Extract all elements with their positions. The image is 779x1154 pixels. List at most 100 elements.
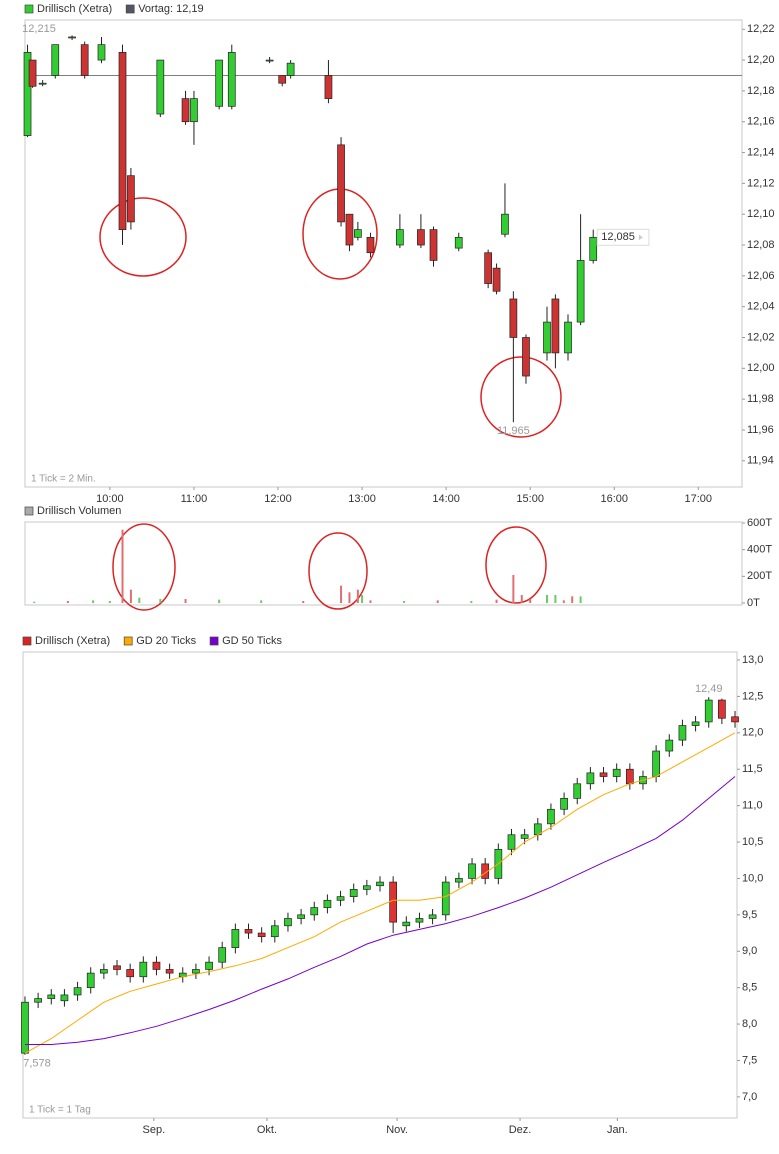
y-tick-label: 11,98 <box>747 393 774 405</box>
candle-body <box>349 889 358 898</box>
volume-bar <box>33 601 36 603</box>
candle-body <box>28 59 37 87</box>
legend-label: GD 20 Ticks <box>136 635 196 647</box>
volume-bar <box>121 529 124 603</box>
candle-body <box>501 213 509 235</box>
candle-body <box>402 921 411 927</box>
candle-body <box>284 918 292 927</box>
candle-body <box>190 98 198 123</box>
x-tick-label: 16:00 <box>600 493 628 505</box>
candle-body <box>244 929 253 934</box>
candle-body <box>337 144 345 223</box>
volume-bar <box>369 600 372 603</box>
x-tick-label: Dez. <box>509 1124 532 1136</box>
price-tag: 12,085 <box>601 231 635 243</box>
legend-label: Vortag: 12,19 <box>138 3 203 15</box>
y-tick-label: 7,5 <box>742 1054 757 1066</box>
candle-body <box>80 44 89 76</box>
x-tick-label: 11:00 <box>181 493 208 505</box>
y-tick-label: 12,08 <box>747 239 775 251</box>
volume-bar <box>340 585 343 603</box>
candle-body <box>560 798 568 810</box>
volume-bar <box>554 595 557 603</box>
y-tick-label: 12,16 <box>747 116 775 128</box>
candle-body <box>547 808 555 825</box>
y-tick-label: 600T <box>747 517 772 529</box>
y-tick-label: 12,20 <box>747 54 775 66</box>
price-tag-box <box>596 228 650 246</box>
candle-body <box>691 721 700 726</box>
annotation: 12,49 <box>695 683 723 695</box>
volume-bar <box>495 599 498 603</box>
x-tick-label: 10:00 <box>96 493 124 505</box>
y-tick-label: 12,04 <box>747 301 775 313</box>
candle-body <box>265 59 274 62</box>
candle-body <box>376 881 384 887</box>
highlight-circles <box>99 188 562 611</box>
candle-body <box>509 298 518 338</box>
candle-body <box>492 267 501 292</box>
candle-body <box>156 59 165 115</box>
volume-bar <box>436 600 439 603</box>
volume-bar <box>579 596 582 603</box>
price-frame <box>24 19 743 488</box>
legend-label: GD 50 Ticks <box>222 635 282 647</box>
y-tick-label: 12,18 <box>747 85 775 97</box>
volume-bar <box>356 589 359 603</box>
candle-body <box>366 236 375 254</box>
candle-body <box>113 965 121 970</box>
candle-body <box>21 1001 29 1054</box>
candle-body <box>599 772 608 777</box>
annotation: 12,215 <box>22 23 56 35</box>
volume-bar <box>545 595 548 603</box>
candle-body <box>731 716 739 723</box>
y-tick-label: 0T <box>747 597 760 609</box>
candle-body <box>354 229 362 238</box>
volume-bar <box>184 599 187 603</box>
candle-body <box>652 750 660 777</box>
highlight-circle <box>308 532 368 610</box>
volume-frame <box>24 521 743 606</box>
candle-body <box>704 699 713 723</box>
candle-body <box>389 881 397 923</box>
candle-body <box>192 969 200 974</box>
y-tick-label: 12,02 <box>747 331 775 343</box>
candle-body <box>215 59 224 107</box>
y-tick-label: 9,5 <box>742 909 757 921</box>
volume-bar <box>129 589 132 603</box>
volume-bar <box>218 599 221 603</box>
y-tick-label: 11,5 <box>742 763 763 775</box>
candle-body <box>417 229 425 246</box>
candle-body <box>396 229 404 246</box>
candle-body <box>118 52 127 230</box>
volume-bar <box>571 596 574 603</box>
y-tick-label: 11,96 <box>747 424 774 436</box>
ma-line <box>24 732 736 1054</box>
candle-body <box>227 52 236 107</box>
x-tick-label: Jan. <box>607 1124 628 1136</box>
note: 1 Tick = 1 Tag <box>29 1105 91 1116</box>
volume-bar <box>562 600 565 603</box>
candle-body <box>336 896 345 901</box>
y-tick-label: 13,0 <box>742 654 763 666</box>
candle-body <box>573 783 582 799</box>
candle-body <box>543 321 551 354</box>
candle-body <box>551 298 560 354</box>
legend-label: Drillisch (Xetra) <box>35 635 110 647</box>
candle-body <box>68 36 76 39</box>
volume-bar <box>470 601 473 603</box>
volume-bar <box>520 595 523 603</box>
candle-body <box>73 987 82 996</box>
candle-body <box>60 994 69 1002</box>
candle-body <box>97 44 106 61</box>
candle-body <box>47 994 56 999</box>
legend-swatch <box>22 636 32 646</box>
candle-body <box>51 44 60 76</box>
y-tick-label: 12,5 <box>742 690 763 702</box>
y-tick-label: 12,22 <box>747 23 775 35</box>
candle-body <box>205 961 213 970</box>
candle-body <box>278 75 287 84</box>
legend-swatch <box>24 4 34 14</box>
candle-body <box>127 175 135 223</box>
legend-swatch <box>209 636 219 646</box>
